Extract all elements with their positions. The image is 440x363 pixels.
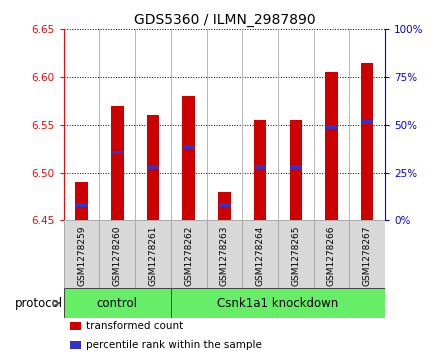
Bar bbox=[242, 220, 278, 288]
Text: control: control bbox=[97, 297, 138, 310]
Bar bbox=[361, 62, 374, 220]
Bar bbox=[290, 120, 302, 220]
Text: GSM1278260: GSM1278260 bbox=[113, 226, 122, 286]
Text: protocol: protocol bbox=[15, 297, 63, 310]
Text: GSM1278266: GSM1278266 bbox=[327, 226, 336, 286]
Bar bbox=[183, 145, 194, 148]
Text: GSM1278264: GSM1278264 bbox=[256, 226, 264, 286]
Bar bbox=[219, 203, 230, 207]
Text: GSM1278267: GSM1278267 bbox=[363, 226, 372, 286]
Text: GSM1278259: GSM1278259 bbox=[77, 226, 86, 286]
Bar bbox=[326, 125, 337, 129]
Bar bbox=[135, 220, 171, 288]
Bar bbox=[290, 165, 301, 169]
Bar bbox=[70, 340, 81, 349]
Bar bbox=[278, 220, 314, 288]
Text: Csnk1a1 knockdown: Csnk1a1 knockdown bbox=[217, 297, 338, 310]
Text: GSM1278261: GSM1278261 bbox=[149, 226, 158, 286]
Bar bbox=[314, 220, 349, 288]
Bar bbox=[147, 115, 159, 220]
Text: percentile rank within the sample: percentile rank within the sample bbox=[86, 340, 262, 350]
Bar bbox=[64, 220, 99, 288]
Bar bbox=[325, 72, 338, 220]
Bar bbox=[70, 322, 81, 330]
Bar bbox=[255, 165, 265, 169]
Bar bbox=[254, 120, 266, 220]
Bar bbox=[171, 288, 385, 318]
Bar bbox=[183, 96, 195, 220]
Bar bbox=[112, 151, 123, 154]
Bar bbox=[75, 182, 88, 220]
Bar bbox=[111, 106, 124, 220]
Bar bbox=[206, 220, 242, 288]
Text: GSM1278265: GSM1278265 bbox=[291, 226, 300, 286]
Bar bbox=[218, 192, 231, 220]
Bar bbox=[76, 203, 87, 207]
Bar bbox=[99, 220, 135, 288]
Bar bbox=[148, 165, 158, 169]
Title: GDS5360 / ILMN_2987890: GDS5360 / ILMN_2987890 bbox=[134, 13, 315, 26]
Bar bbox=[362, 120, 373, 124]
Bar bbox=[64, 288, 171, 318]
Text: transformed count: transformed count bbox=[86, 321, 183, 331]
Text: GSM1278262: GSM1278262 bbox=[184, 226, 193, 286]
Bar bbox=[171, 220, 206, 288]
Bar bbox=[349, 220, 385, 288]
Text: GSM1278263: GSM1278263 bbox=[220, 226, 229, 286]
